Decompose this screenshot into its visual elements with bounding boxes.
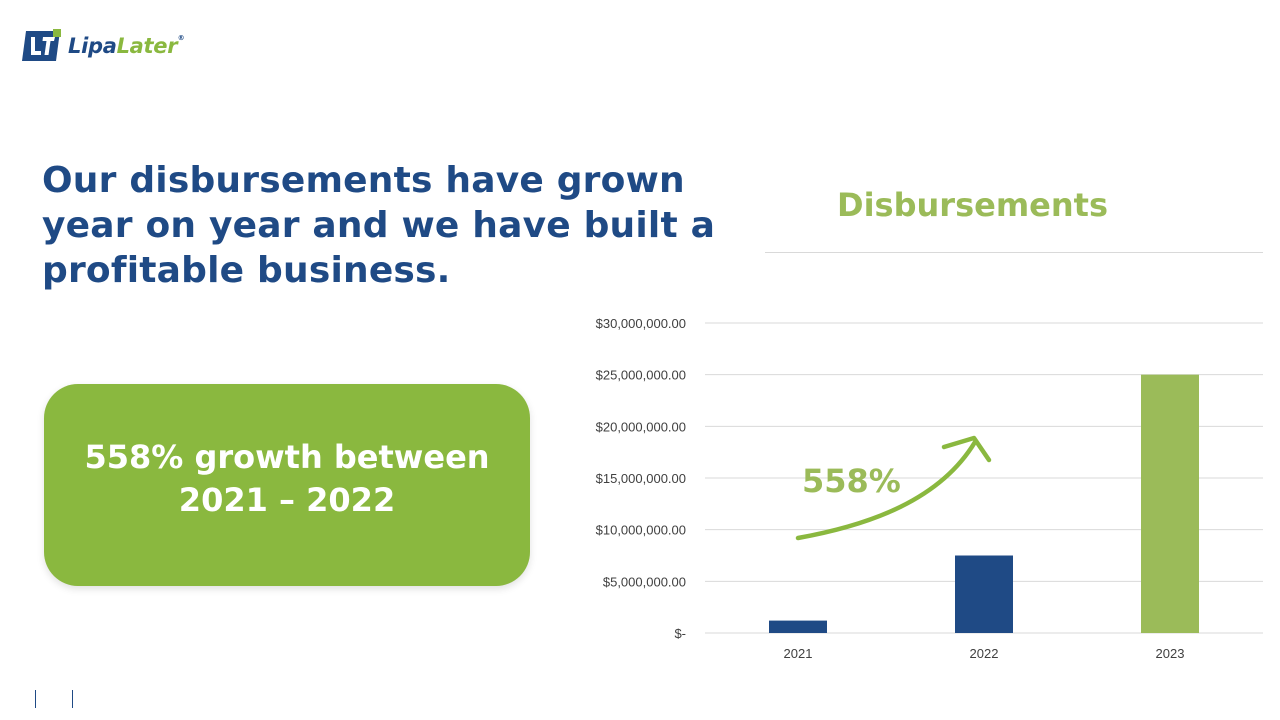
- bar-2021: [769, 620, 827, 633]
- y-tick-label: $5,000,000.00: [603, 574, 686, 589]
- y-tick-label: $15,000,000.00: [596, 471, 686, 486]
- x-tick-label: 2022: [970, 646, 999, 661]
- y-tick-label: $30,000,000.00: [596, 316, 686, 331]
- bar-2023: [1141, 374, 1199, 633]
- page-headline: Our disbursements have grown year on yea…: [42, 160, 716, 291]
- chart-title-divider: [765, 252, 1263, 253]
- logo-wordmark: LipaLater ®: [68, 34, 185, 58]
- bars: [769, 374, 1199, 633]
- y-tick-label: $25,000,000.00: [596, 368, 686, 383]
- y-axis-ticks: $- $5,000,000.00 $10,000,000.00 $15,000,000…: [596, 316, 686, 641]
- x-tick-label: 2023: [1156, 646, 1185, 661]
- chart-title: Disbursements: [837, 186, 1108, 224]
- x-tick-label: 2021: [784, 646, 813, 661]
- growth-callout-box: 558% growth between 2021 – 2022: [44, 384, 530, 586]
- x-axis-ticks: 2021 2022 2023: [784, 646, 1185, 661]
- growth-callout-text: 558% growth between 2021 – 2022: [84, 438, 490, 519]
- growth-annotation: 558%: [802, 462, 901, 500]
- lipalater-logo: LipaLater ®: [20, 26, 190, 66]
- logo-mark-icon: [22, 29, 61, 61]
- y-tick-label: $20,000,000.00: [596, 419, 686, 434]
- footer-divider-right: [72, 690, 73, 708]
- growth-arrow-icon: [795, 435, 992, 541]
- footer-divider-left: [35, 690, 36, 708]
- bar-2022: [955, 555, 1013, 633]
- y-tick-label: $-: [674, 626, 686, 641]
- y-tick-label: $10,000,000.00: [596, 523, 686, 538]
